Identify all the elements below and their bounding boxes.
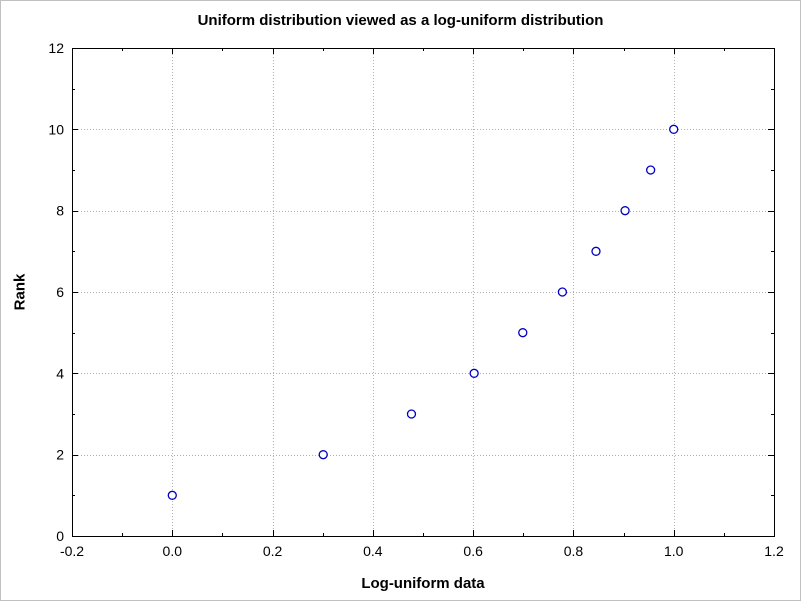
x-tick-label: 0.0 — [163, 543, 183, 559]
y-tick-label: 2 — [56, 447, 64, 463]
data-point — [620, 206, 630, 216]
x-tick-label: 1.0 — [664, 543, 684, 559]
y-tick-label: 6 — [56, 284, 64, 300]
data-point — [645, 165, 656, 175]
x-tick-label: 0.2 — [263, 543, 283, 559]
tick-labels: -0.2 0.0 0.2 0.4 0.6 0.8 1.0 1.2 0 2 4 6 8 10 12 — [48, 40, 784, 559]
data-point — [406, 409, 417, 419]
data-point — [518, 328, 528, 338]
data-points — [167, 124, 679, 500]
x-tick-label: 1.2 — [764, 543, 784, 559]
data-point — [557, 287, 568, 297]
data-point — [167, 490, 177, 500]
y-tick-label: 4 — [56, 365, 64, 381]
data-point — [318, 450, 328, 460]
y-tick-label: 10 — [48, 121, 64, 137]
x-tick-label: 0.4 — [363, 543, 383, 559]
chart-title: Uniform distribution viewed as a log-uni… — [197, 12, 604, 29]
gridlines — [72, 48, 774, 536]
data-point — [669, 124, 679, 134]
data-point — [469, 368, 479, 378]
data-point — [591, 246, 601, 256]
plot-area-border — [72, 48, 775, 537]
x-tick-label: 0.8 — [564, 543, 584, 559]
x-tick-label: -0.2 — [60, 543, 84, 559]
y-tick-label: 8 — [56, 203, 64, 219]
x-axis-label: Log-uniform data — [361, 575, 485, 592]
y-tick-label: 0 — [56, 528, 64, 544]
x-tick-label: 0.6 — [463, 543, 483, 559]
y-tick-label: 12 — [48, 40, 64, 56]
